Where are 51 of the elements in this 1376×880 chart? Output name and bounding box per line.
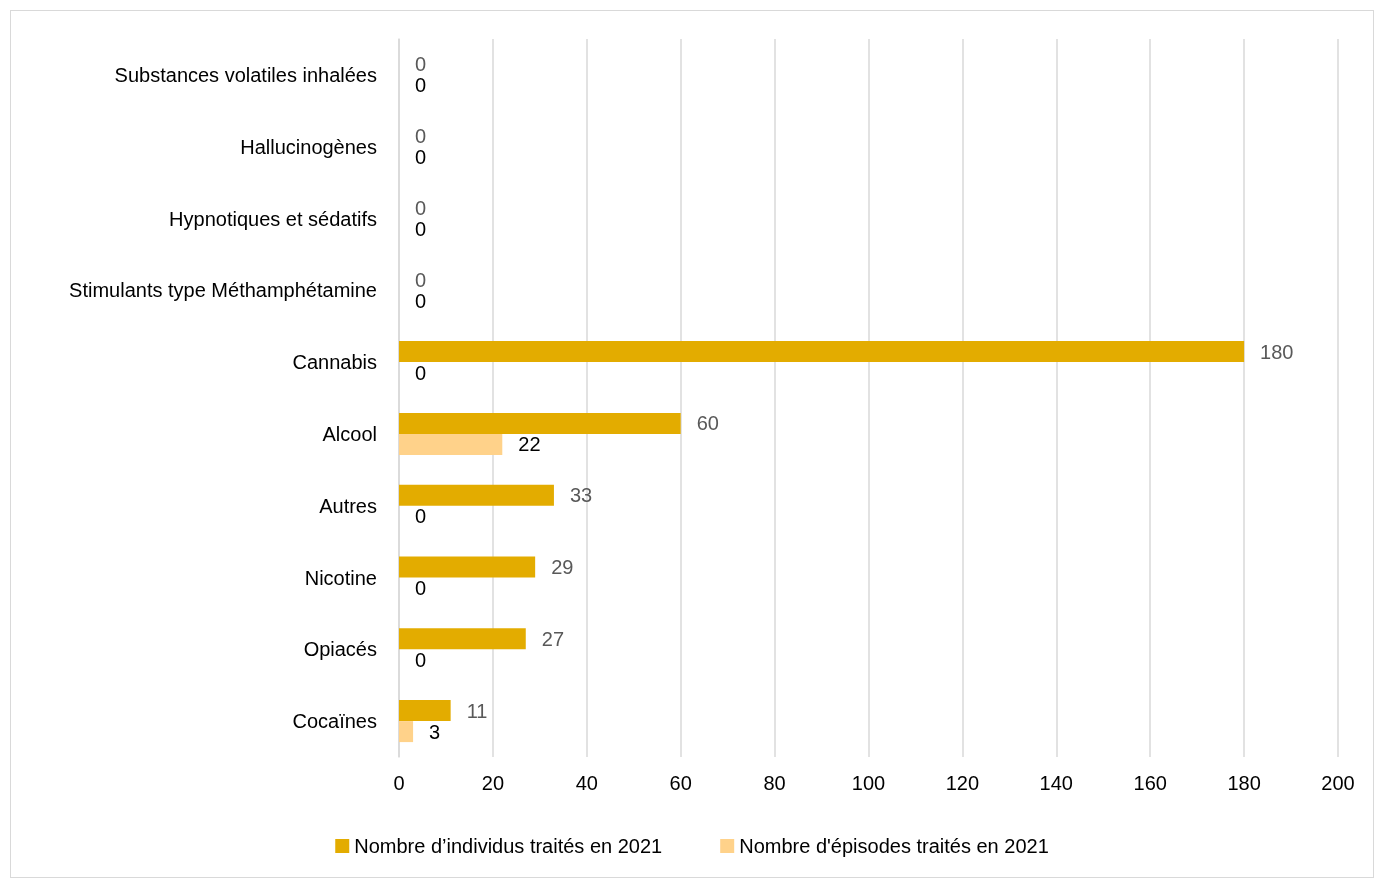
data-label: 0 — [415, 53, 427, 76]
data-label: 0 — [415, 289, 427, 312]
y-tick-label: Cocaïnes — [292, 710, 377, 733]
x-tick-label: 80 — [763, 772, 786, 794]
data-label: 0 — [415, 146, 427, 169]
bar — [399, 700, 451, 722]
data-label: 0 — [415, 361, 427, 384]
x-tick-label: 40 — [575, 772, 598, 794]
data-label: 27 — [541, 627, 565, 650]
data-label: 0 — [415, 505, 427, 528]
data-label: 0 — [415, 218, 427, 240]
x-tick-label: 180 — [1227, 772, 1261, 794]
data-label: 3 — [429, 720, 441, 743]
bar — [399, 484, 554, 506]
data-label: 29 — [551, 556, 574, 578]
x-tick-label: 20 — [481, 772, 505, 794]
x-tick-label: 160 — [1133, 772, 1167, 794]
data-label: 180 — [1260, 340, 1294, 363]
y-tick-label: Opiacés — [303, 638, 377, 661]
y-tick-label: Hallucinogènes — [240, 135, 377, 158]
bar — [399, 341, 1245, 363]
legend-label: Nombre d’individus traités en 2021 — [354, 835, 663, 857]
data-label: 11 — [466, 699, 488, 722]
y-tick-label: Stimulants type Méthamphétamine — [69, 279, 377, 302]
bar — [399, 628, 526, 650]
x-tick-label: 100 — [851, 772, 886, 794]
bar — [399, 721, 414, 743]
data-label: 0 — [415, 125, 427, 148]
x-tick-label: 120 — [945, 772, 980, 794]
y-tick-label: Nicotine — [304, 566, 377, 589]
y-tick-label: Cannabis — [292, 351, 377, 374]
data-label: 60 — [696, 412, 719, 435]
data-label: 0 — [415, 577, 427, 599]
x-tick-label: 200 — [1321, 772, 1355, 794]
data-label: 33 — [569, 484, 593, 507]
bar — [399, 412, 681, 434]
data-label: 0 — [415, 197, 427, 219]
legend-label: Nombre d'épisodes traités en 2021 — [739, 835, 1049, 857]
data-label: 0 — [415, 74, 427, 97]
data-label: 0 — [415, 268, 427, 291]
data-label: 0 — [415, 648, 427, 671]
y-tick-label: Autres — [319, 494, 377, 517]
x-tick-label: 140 — [1039, 772, 1073, 794]
y-tick-label: Substances volatiles inhalées — [114, 63, 377, 86]
x-tick-label: 0 — [393, 772, 405, 794]
y-tick-label: Alcool — [322, 422, 377, 445]
bar — [399, 433, 503, 455]
y-tick-label: Hypnotiques et sédatifs — [169, 207, 377, 230]
data-label: 22 — [518, 433, 541, 456]
x-tick-label: 60 — [669, 772, 692, 794]
bar — [399, 556, 536, 578]
